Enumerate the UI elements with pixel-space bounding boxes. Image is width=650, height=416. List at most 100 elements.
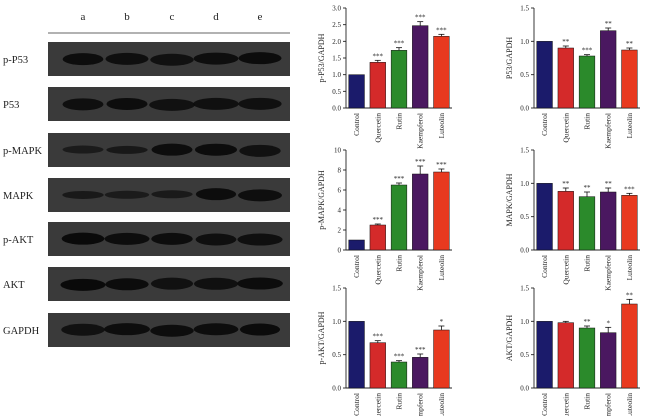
blot-band bbox=[151, 232, 193, 245]
x-tick-label: Control bbox=[352, 393, 361, 416]
blot-band bbox=[195, 233, 237, 246]
y-tick-label: 0.5 bbox=[520, 351, 529, 359]
y-tick-label: 1.5 bbox=[520, 285, 529, 293]
blot-band bbox=[239, 323, 281, 336]
significance-mark: *** bbox=[415, 346, 426, 354]
blot-band bbox=[104, 190, 150, 199]
blot-band bbox=[62, 145, 104, 154]
blot-band bbox=[104, 323, 150, 336]
bar bbox=[390, 184, 408, 251]
bar bbox=[536, 41, 553, 109]
y-tick-label: 8 bbox=[338, 167, 342, 175]
y-tick-label: 0.5 bbox=[332, 88, 341, 96]
protein-label: P53 bbox=[3, 100, 19, 111]
x-tick-label: Quercetin bbox=[561, 393, 570, 416]
significance-mark: ** bbox=[626, 40, 634, 48]
significance-mark: ** bbox=[584, 184, 592, 192]
protein-label: p-P53 bbox=[3, 55, 28, 66]
blot-band-row bbox=[61, 323, 281, 337]
y-tick-label: 0.0 bbox=[332, 385, 341, 393]
lane-label: e bbox=[258, 11, 263, 23]
bar bbox=[348, 321, 365, 389]
bar-chart: 0.0 0.5 1.0 1.5 MAPK/GAPDH Control ** Quercetin… bbox=[505, 147, 640, 291]
y-tick-label: 2.0 bbox=[332, 38, 341, 46]
y-tick-label: 1.5 bbox=[332, 55, 341, 63]
bar-chart: 0 2 4 6 8 10 p-MAPK/GAPDH Control *** Quercetin **… bbox=[317, 147, 452, 291]
blot-band bbox=[238, 189, 282, 202]
bar bbox=[621, 49, 638, 109]
y-tick-label: 1.0 bbox=[332, 71, 341, 79]
x-tick-label: Control bbox=[540, 393, 549, 416]
blot-band bbox=[62, 190, 104, 199]
significance-mark: ** bbox=[584, 318, 592, 326]
y-tick-label: 0.0 bbox=[332, 105, 341, 113]
y-axis-label: AKT/GAPDH bbox=[505, 315, 514, 361]
bar bbox=[578, 196, 596, 251]
protein-label: MAPK bbox=[3, 191, 34, 202]
bar bbox=[621, 195, 638, 251]
bar bbox=[390, 361, 408, 389]
blot-band-row bbox=[62, 97, 282, 111]
blot-band bbox=[238, 52, 282, 65]
blot-band bbox=[104, 232, 150, 245]
blot-band-row bbox=[61, 232, 283, 246]
significance-mark: *** bbox=[436, 161, 447, 169]
y-tick-label: 1.0 bbox=[520, 180, 529, 188]
x-tick-label: Quercetin bbox=[561, 113, 570, 143]
x-tick-label: Luteolin bbox=[625, 393, 634, 416]
blot-band bbox=[105, 278, 149, 291]
y-tick-label: 1.5 bbox=[520, 5, 529, 13]
x-tick-label: Rutin bbox=[395, 113, 404, 130]
x-tick-label: Kaempferol bbox=[416, 255, 425, 291]
x-tick-label: Control bbox=[540, 255, 549, 278]
blot-band-row bbox=[62, 52, 282, 66]
x-tick-label: Kaempferol bbox=[604, 393, 613, 416]
y-tick-label: 1.0 bbox=[520, 318, 529, 326]
significance-mark: *** bbox=[415, 158, 426, 166]
blot-band bbox=[106, 145, 148, 154]
y-tick-label: 0.5 bbox=[520, 213, 529, 221]
bar bbox=[600, 191, 617, 251]
blot-band bbox=[106, 97, 148, 110]
bar bbox=[557, 47, 574, 109]
bar bbox=[557, 191, 574, 251]
blot-band bbox=[193, 97, 239, 110]
y-tick-label: 6 bbox=[338, 187, 342, 195]
blot-band bbox=[60, 278, 106, 291]
x-tick-label: Rutin bbox=[395, 255, 404, 272]
x-tick-label: Luteolin bbox=[625, 113, 634, 139]
blot-band bbox=[237, 233, 283, 246]
significance-mark: *** bbox=[415, 14, 426, 22]
blot-band bbox=[193, 323, 239, 336]
blot-band bbox=[149, 98, 195, 111]
significance-mark: ** bbox=[605, 180, 613, 188]
significance-mark: ** bbox=[562, 180, 570, 188]
blot-band bbox=[61, 232, 105, 245]
lane-label: b bbox=[124, 11, 130, 23]
significance-mark: * bbox=[440, 318, 444, 326]
significance-mark: *** bbox=[436, 26, 447, 34]
blot-band bbox=[61, 323, 105, 336]
blot-band-row bbox=[60, 277, 283, 291]
y-tick-label: 1.5 bbox=[332, 285, 341, 293]
blot-band bbox=[195, 188, 237, 201]
blot-band-row bbox=[62, 143, 281, 157]
significance-mark: ** bbox=[605, 20, 613, 28]
x-tick-label: Kaempferol bbox=[416, 393, 425, 416]
blot-band bbox=[237, 277, 283, 290]
blot-band bbox=[151, 190, 193, 199]
significance-mark: *** bbox=[373, 52, 384, 60]
significance-mark: *** bbox=[394, 40, 405, 48]
y-tick-label: 10 bbox=[334, 147, 342, 155]
y-tick-label: 0.0 bbox=[520, 105, 529, 113]
significance-mark: *** bbox=[582, 47, 593, 55]
protein-label: AKT bbox=[3, 280, 25, 291]
x-tick-label: Control bbox=[352, 113, 361, 136]
bar bbox=[412, 173, 429, 251]
blot-band bbox=[62, 53, 104, 66]
bar bbox=[433, 36, 450, 109]
blot-band bbox=[150, 277, 194, 290]
y-tick-label: 0 bbox=[338, 247, 342, 255]
y-tick-label: 0.0 bbox=[520, 385, 529, 393]
x-tick-label: Quercetin bbox=[373, 393, 382, 416]
